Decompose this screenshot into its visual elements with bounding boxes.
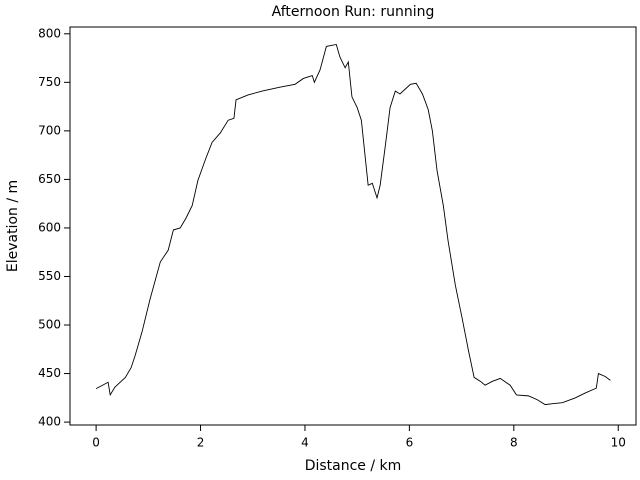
plot-frame xyxy=(69,26,637,426)
x-tick-label: 8 xyxy=(510,436,518,450)
y-tick-label: 400 xyxy=(38,415,61,429)
y-tick-label: 700 xyxy=(38,123,61,137)
y-tick-label: 450 xyxy=(38,366,61,380)
y-tick-label: 650 xyxy=(38,172,61,186)
x-tick-label: 10 xyxy=(611,436,626,450)
x-axis-label: Distance / km xyxy=(305,458,402,474)
y-tick-label: 750 xyxy=(38,75,61,89)
chart-title: Afternoon Run: running xyxy=(272,4,435,20)
x-tick-label: 2 xyxy=(197,436,205,450)
y-axis-label: Elevation / m xyxy=(5,180,21,272)
y-tick-label: 500 xyxy=(38,318,61,332)
x-tick-label: 6 xyxy=(406,436,414,450)
x-tick-label: 4 xyxy=(301,436,309,450)
y-tick-label: 800 xyxy=(38,26,61,40)
y-tick-label: 550 xyxy=(38,269,61,283)
y-tick-label: 600 xyxy=(38,220,61,234)
elevation-line xyxy=(95,43,611,406)
x-tick-label: 0 xyxy=(92,436,100,450)
